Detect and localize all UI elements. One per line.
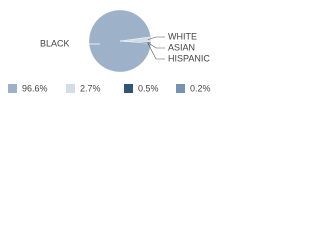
legend-label: 2.7% [80,83,101,93]
category-label: BLACK [40,38,70,48]
legend-label: 96.6% [22,83,48,93]
pie-slice [119,40,152,44]
legend-swatch [66,84,75,93]
category-label: ASIAN [168,42,195,52]
legend-swatch [176,84,185,93]
leader-line [147,42,165,49]
legend-swatch [124,84,133,93]
category-label: HISPANIC [168,53,210,63]
legend-swatch [8,84,17,93]
leader-line [147,36,165,40]
legend-label: 0.5% [138,83,159,93]
leader-line [147,42,165,60]
legend-label: 0.2% [190,83,211,93]
category-label: WHITE [168,31,197,41]
pie-slice [88,9,152,73]
